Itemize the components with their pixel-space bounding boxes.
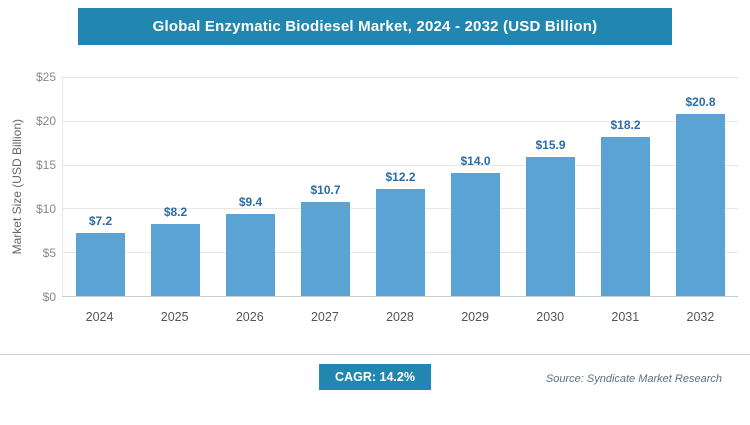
x-tick-label: 2028 [386,310,414,324]
bar-value-label: $8.2 [163,205,188,220]
gridline [63,77,738,78]
x-tick-label: 2032 [686,310,715,324]
bar-group: $14.0 [438,77,513,296]
bar-value-label: $9.4 [238,194,263,209]
chart-title: Global Enzymatic Biodiesel Market, 2024 … [152,18,598,35]
bar-group: $8.2 [138,77,213,296]
bar [450,173,501,296]
y-axis-title: Market Size (USD Billion) [10,119,24,255]
bar-value-label: $15.9 [535,137,566,152]
chart-title-banner: Global Enzymatic Biodiesel Market, 2024 … [78,8,672,45]
gridline [63,120,738,122]
gridline [63,164,738,166]
chart-figure: Global Enzymatic Biodiesel Market, 2024 … [0,8,750,425]
bar [525,156,576,296]
x-tick-label: 2024 [85,310,114,324]
bar-value-label: $10.7 [310,183,341,198]
source-text: Source: Syndicate Market Research [545,373,722,385]
y-axis: $0 $5 $10 $15 $20 $25 [26,70,62,304]
bar-group: $20.8 [663,77,738,296]
bar-value-label: $12.2 [385,170,416,185]
y-tick-label: $5 [42,246,56,260]
bar [375,189,426,296]
bar-group: $7.2 [63,77,138,296]
y-tick-label: $10 [35,202,56,216]
plot-area: $7.2 $8.2 $9.4 $10.7 $12.2 $14.0 $15.9 $18.2 $20… [62,77,738,297]
bar [675,113,726,296]
plot-column: $7.2 $8.2 $9.4 $10.7 $12.2 $14.0 $15.9 $18.2 $20… [62,77,738,324]
bar-value-label: $18.2 [610,117,641,132]
bar-value-label: $20.8 [685,94,716,109]
y-tick-label: $20 [35,114,56,128]
x-tick-label: 2031 [611,310,640,324]
bar-value-label: $14.0 [460,154,491,169]
bar-value-label: $7.2 [88,213,113,228]
bars-container: $7.2 $8.2 $9.4 $10.7 $12.2 $14.0 $15.9 $18.2 $20… [63,77,738,296]
x-tick-label: 2027 [310,310,339,324]
x-axis: 2024 2025 2026 2027 2028 2029 2030 2031 2032 [62,297,738,324]
footer: CAGR: 14.2% Source: Syndicate Market Res… [0,355,750,414]
x-tick-label: 2026 [235,310,264,324]
y-tick-label: $0 [42,290,56,304]
bar-group: $10.7 [288,77,363,296]
y-tick-label: $15 [35,158,56,172]
bar [600,136,651,296]
bar [300,202,351,296]
y-axis-title-wrap: Market Size (USD Billion) [8,77,26,297]
bar-group: $12.2 [363,77,438,296]
x-tick-label: 2025 [160,310,189,324]
cagr-badge: CAGR: 14.2% [319,364,431,390]
x-tick-label: 2030 [536,310,565,324]
bar-group: $18.2 [588,77,663,296]
bar [225,213,276,296]
bar-group: $9.4 [213,77,288,296]
chart-area: Market Size (USD Billion) $0 $5 $10 $15 $20 $… [0,70,750,324]
x-tick-label: 2029 [461,310,489,324]
footer-divider [0,354,750,355]
bar-group: $15.9 [513,77,588,296]
bar [75,232,126,296]
bar [150,224,201,296]
y-tick-label: $25 [35,70,56,84]
